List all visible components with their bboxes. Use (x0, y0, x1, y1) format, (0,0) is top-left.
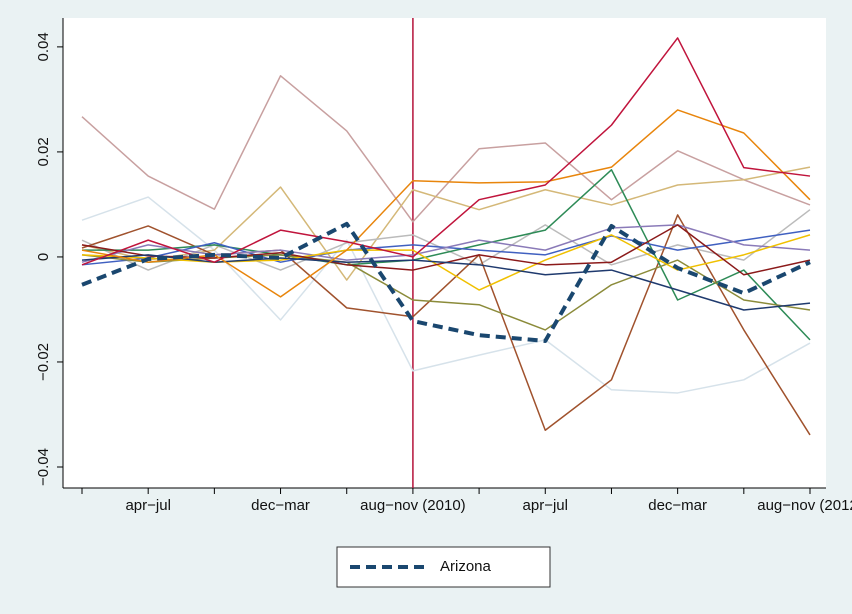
x-tick-label: apr−jul (125, 497, 170, 514)
x-tick-label: apr−jul (523, 497, 568, 514)
y-tick-label: −0.04 (35, 448, 52, 486)
y-tick-label: 0.04 (35, 32, 52, 61)
legend-label: Arizona (440, 558, 492, 575)
series-line (81, 75, 811, 223)
x-tick-label: dec−mar (251, 497, 310, 514)
series-line (81, 109, 811, 298)
legend: Arizona (336, 546, 551, 588)
x-tick-label: dec−mar (648, 497, 707, 514)
x-tick-label: aug−nov (2010) (360, 497, 466, 514)
series-line (81, 224, 811, 263)
series-line (81, 254, 811, 311)
y-tick-label: 0 (35, 253, 52, 261)
series-line (81, 37, 811, 266)
series-line (81, 221, 811, 343)
series-line (81, 196, 811, 394)
series-line (81, 166, 811, 281)
y-tick-label: 0.02 (35, 137, 52, 166)
y-tick-label: −0.02 (35, 343, 52, 381)
x-tick-label: aug−nov (2012) (757, 497, 852, 514)
series-line (81, 209, 811, 271)
